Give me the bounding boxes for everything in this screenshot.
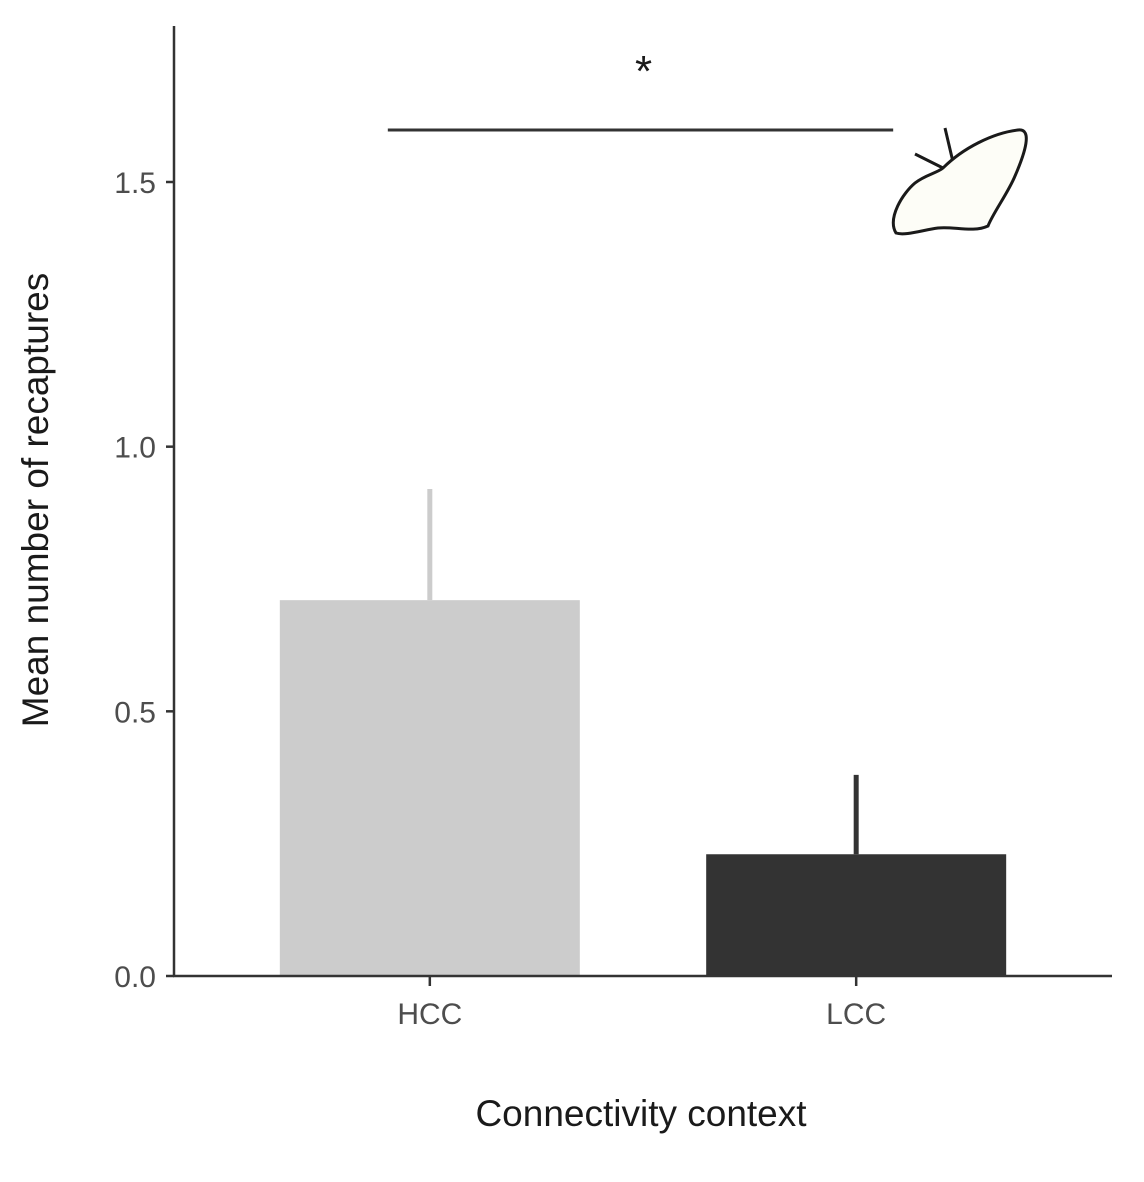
bars-layer	[279, 600, 1007, 976]
y-tick-label: 1.0	[114, 432, 156, 465]
x-tick-label: HCC	[397, 998, 462, 1031]
axes-layer	[172, 26, 1112, 978]
y-tick-label: 0.5	[114, 696, 156, 729]
x-tick-label: LCC	[826, 998, 886, 1031]
x-axis-title: Connectivity context	[475, 1093, 807, 1134]
bar-lcc	[706, 854, 1007, 976]
ticks-layer: 0.0 0.5 1.0 1.5 HCC LCC	[114, 167, 886, 1031]
y-tick-label: 1.5	[114, 167, 156, 200]
bar-hcc	[279, 600, 580, 976]
y-tick-label: 0.0	[114, 961, 156, 994]
y-axis-title: Mean number of recaptures	[15, 273, 56, 728]
error-bars-layer	[427, 489, 859, 855]
significance-label: *	[635, 47, 652, 96]
butterfly-icon	[891, 127, 1028, 236]
significance-layer: *	[387, 47, 894, 132]
